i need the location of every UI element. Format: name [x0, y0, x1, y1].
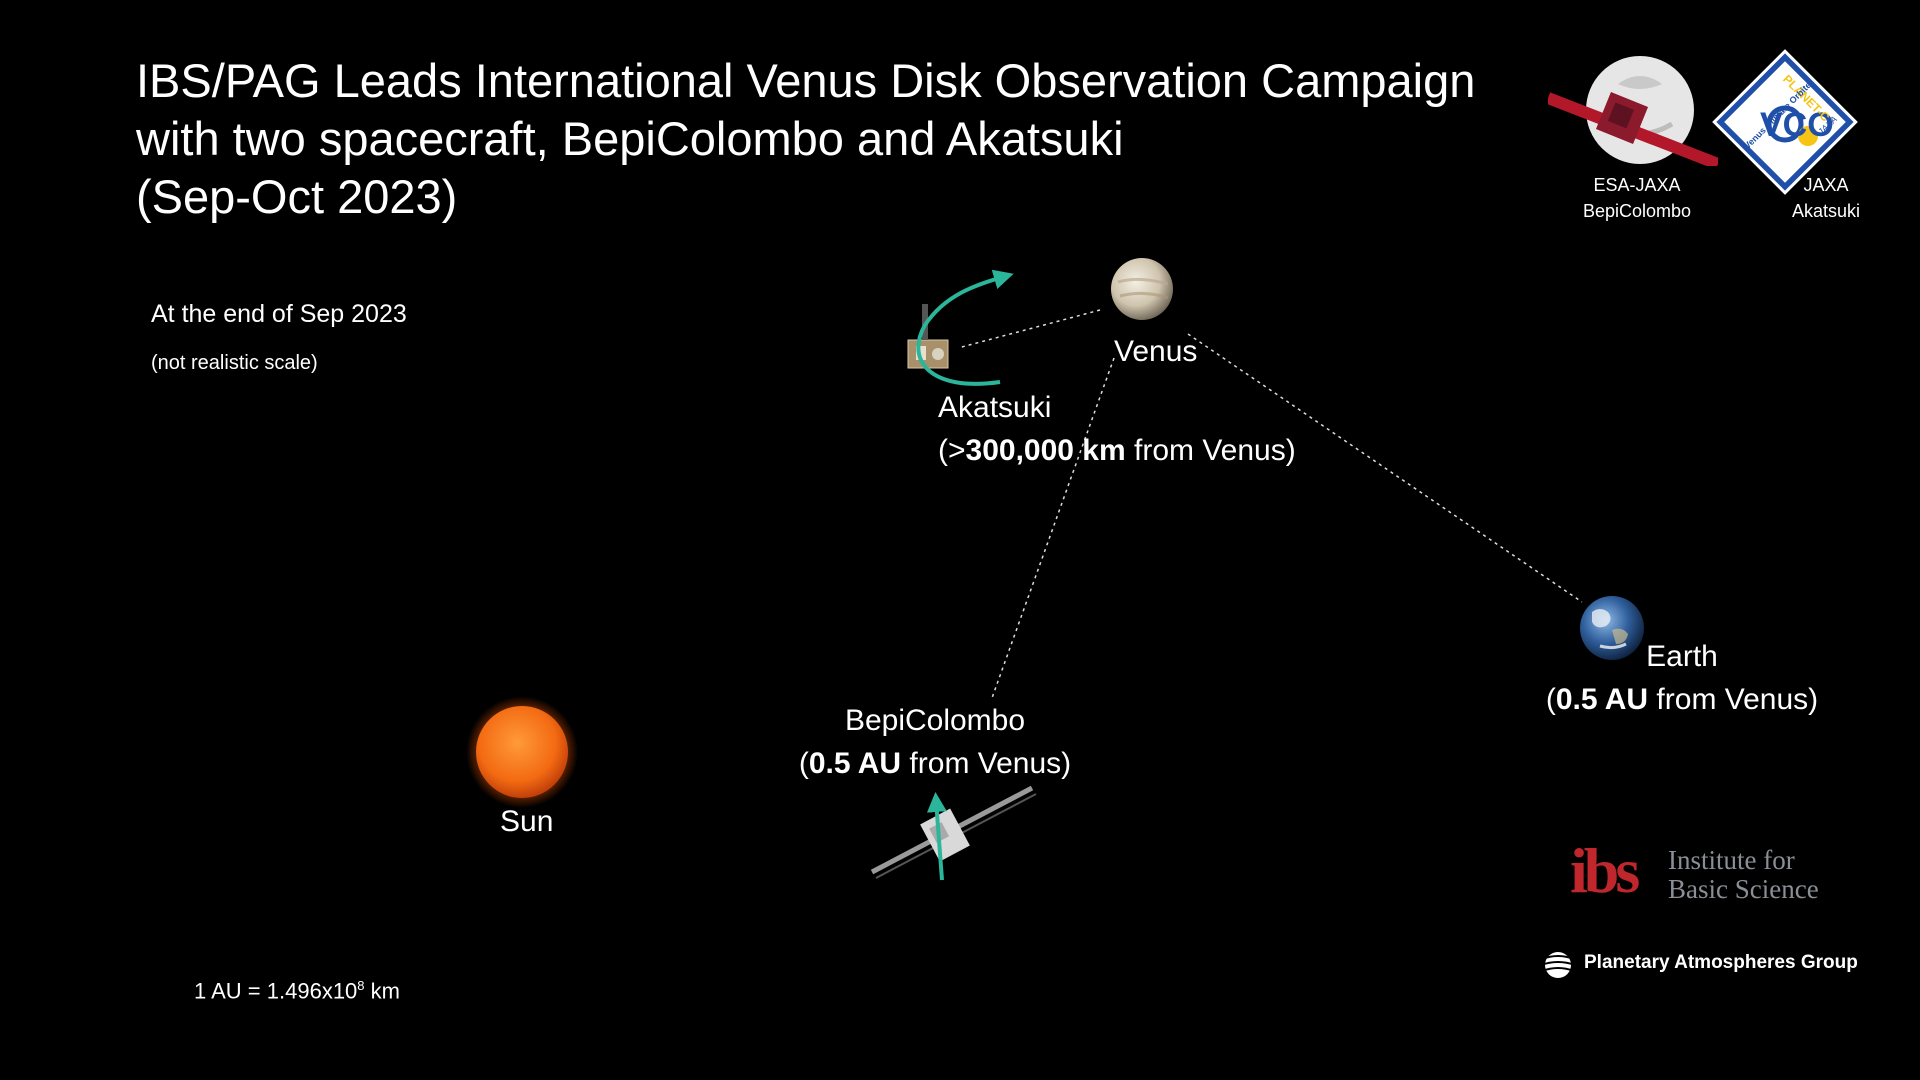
venus-label: Venus [1114, 335, 1198, 368]
bepicolombo-logo-line2: BepiColombo [1582, 201, 1692, 221]
pag-logo-text: Planetary Atmospheres Group [1584, 952, 1858, 973]
au-unit: km [364, 978, 400, 1004]
ibs-logo: ibs Institute for Basic Science [1570, 835, 1860, 914]
line-venus-earth [1187, 333, 1583, 603]
bepicolombo-distance: 0.5 AU [808, 747, 902, 780]
bepicolombo-name: BepiColombo [844, 704, 1026, 737]
bepicolombo-distance-line: (0.5 AU from Venus) [775, 742, 1095, 785]
akatsuki-paren: (> [938, 434, 966, 467]
sun-star [466, 696, 578, 808]
ibs-logo-line2: Basic Science [1668, 874, 1819, 904]
title-line-3: (Sep-Oct 2023) [136, 170, 458, 223]
venus-planet [1111, 258, 1173, 320]
ibs-logo-text: Institute for Basic Science [1668, 846, 1819, 904]
title-line-1: IBS/PAG Leads International Venus Disk O… [136, 54, 1476, 107]
date-note: At the end of Sep 2023 [151, 300, 407, 328]
bepicolombo-label: BepiColombo (0.5 AU from Venus) [775, 699, 1095, 785]
ibs-logo-line1: Institute for [1668, 845, 1795, 875]
earth-distance-rest: from Venus) [1648, 683, 1819, 716]
akatsuki-spacecraft [907, 304, 949, 369]
akatsuki-badge-mark: VCO [1760, 106, 1834, 144]
sun-label: Sun [500, 805, 554, 838]
bepicolombo-spacecraft [870, 785, 1037, 879]
akatsuki-logo-caption: JAXA Akatsuki [1786, 172, 1866, 224]
bepicolombo-logo [1548, 54, 1718, 166]
earth-paren: ( [1545, 683, 1556, 716]
line-venus-akatsuki [957, 309, 1101, 349]
akatsuki-logo-line1: JAXA [1803, 175, 1849, 195]
bepicolombo-paren: ( [798, 747, 809, 780]
earth-distance-line: (0.5 AU from Venus) [1522, 678, 1842, 721]
akatsuki-distance-line: (>300,000 km from Venus) [938, 429, 1296, 472]
akatsuki-logo-line2: Akatsuki [1791, 201, 1861, 221]
pag-logo: Planetary Atmospheres Group [1540, 948, 1880, 982]
bepicolombo-distance-rest: from Venus) [901, 747, 1072, 780]
earth-planet [1580, 596, 1644, 660]
title-line-2: with two spacecraft, BepiColombo and Aka… [136, 112, 1124, 165]
akatsuki-distance-rest: from Venus) [1125, 434, 1296, 467]
bepicolombo-direction-arrow [926, 792, 947, 881]
akatsuki-logo: VCO PLANET-C Venus Climate Orbiter JAXA [1712, 46, 1858, 202]
akatsuki-name: Akatsuki [938, 391, 1052, 424]
ibs-logo-mark: ibs [1570, 835, 1640, 906]
au-exponent: 8 [357, 978, 365, 993]
scale-note: (not realistic scale) [151, 352, 318, 374]
bepicolombo-logo-line1: ESA-JAXA [1593, 175, 1681, 195]
akatsuki-label: Akatsuki (>300,000 km from Venus) [938, 386, 1296, 472]
slide-title: IBS/PAG Leads International Venus Disk O… [136, 52, 1475, 226]
bepicolombo-logo-caption: ESA-JAXA BepiColombo [1572, 172, 1702, 224]
akatsuki-distance: 300,000 km [965, 434, 1126, 467]
au-definition: 1 AU = 1.496x108 km [194, 978, 400, 1004]
earth-name: Earth [1646, 640, 1718, 673]
akatsuki-orbit-arrow [916, 269, 1014, 386]
au-definition-base: 1 AU = 1.496x10 [194, 978, 358, 1004]
earth-distance: 0.5 AU [1555, 683, 1649, 716]
earth-label: Earth (0.5 AU from Venus) [1522, 635, 1842, 721]
line-venus-bepicolombo [991, 357, 1115, 699]
